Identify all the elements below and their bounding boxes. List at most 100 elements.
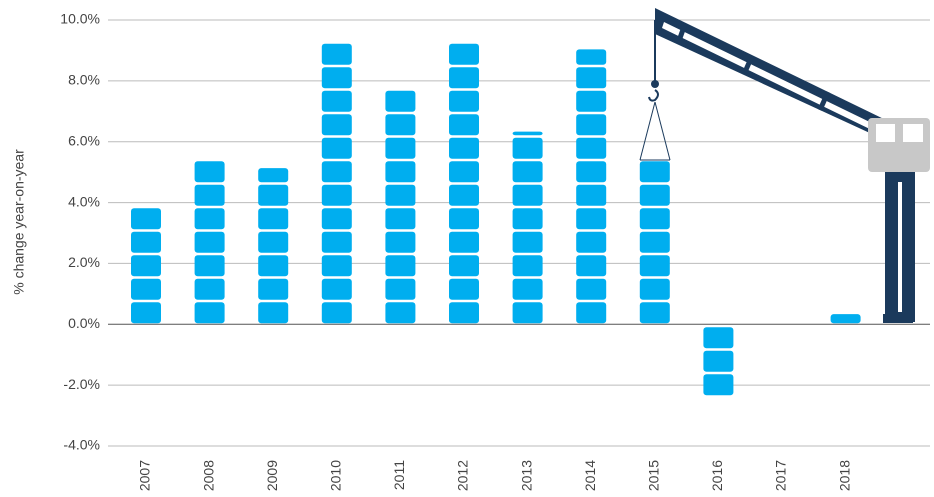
- bar-block: [640, 302, 670, 323]
- bar-block: [703, 374, 733, 395]
- bar-block: [322, 255, 352, 276]
- bar-block: [449, 232, 479, 253]
- bar-block: [576, 185, 606, 206]
- bar-block: [703, 351, 733, 372]
- bar-block: [195, 208, 225, 229]
- x-tick-label: 2008: [200, 460, 216, 491]
- bar-block: [449, 114, 479, 135]
- x-tick-label: 2017: [773, 460, 789, 491]
- bar-block: [513, 138, 543, 159]
- bar-block: [513, 161, 543, 182]
- bar-block: [131, 255, 161, 276]
- bar: [449, 44, 479, 324]
- bar-block: [258, 185, 288, 206]
- bar-block: [640, 185, 670, 206]
- bar-block: [576, 208, 606, 229]
- bar-block: [449, 91, 479, 112]
- bar-block: [576, 232, 606, 253]
- bar-block: [385, 185, 415, 206]
- bar-block: [449, 302, 479, 323]
- bar-block: [322, 67, 352, 88]
- bar: [195, 161, 225, 323]
- bar-block: [385, 255, 415, 276]
- bar-block: [576, 255, 606, 276]
- x-tick-label: 2013: [518, 460, 534, 491]
- bar-block: [513, 279, 543, 300]
- y-tick-label: -4.0%: [63, 437, 100, 453]
- bar-block: [513, 302, 543, 323]
- bar-block: [322, 91, 352, 112]
- x-tick-label: 2007: [137, 460, 153, 491]
- bar-block: [195, 255, 225, 276]
- x-tick-label: 2011: [391, 460, 407, 490]
- y-tick-label: 2.0%: [68, 254, 100, 270]
- bar-block: [513, 208, 543, 229]
- y-tick-label: 8.0%: [68, 72, 100, 88]
- bar-block: [449, 67, 479, 88]
- bar-block: [513, 255, 543, 276]
- bar: [513, 132, 543, 324]
- bar-block: [322, 302, 352, 323]
- bar-block: [449, 255, 479, 276]
- bar: [831, 314, 861, 323]
- bar-block: [385, 302, 415, 323]
- bar: [131, 208, 161, 323]
- bar-block: [449, 279, 479, 300]
- bar-block: [195, 232, 225, 253]
- bar-block: [513, 132, 543, 136]
- bar-block: [576, 49, 606, 64]
- page: {"chart_data": {"type": "bar", "y_label"…: [0, 0, 934, 497]
- bar-block: [195, 302, 225, 323]
- bar: [258, 168, 288, 323]
- bar-block: [131, 279, 161, 300]
- bar: [322, 44, 352, 324]
- bar-block: [385, 91, 415, 112]
- bar-block: [576, 67, 606, 88]
- bar-block: [258, 302, 288, 323]
- bar-block: [258, 168, 288, 182]
- bar-block: [195, 279, 225, 300]
- bar-block: [449, 161, 479, 182]
- bar-block: [385, 138, 415, 159]
- crane: [640, 8, 930, 323]
- bar-block: [576, 114, 606, 135]
- bar-block: [576, 91, 606, 112]
- x-tick-label: 2009: [264, 460, 280, 491]
- bar-block: [576, 138, 606, 159]
- x-tick-label: 2010: [328, 460, 344, 491]
- bar-block: [385, 232, 415, 253]
- bar-block: [258, 208, 288, 229]
- bar-block: [322, 138, 352, 159]
- bar-block: [576, 302, 606, 323]
- bar-block: [385, 161, 415, 182]
- bar-block: [258, 255, 288, 276]
- bar-block: [322, 114, 352, 135]
- bar-block: [322, 232, 352, 253]
- y-tick-label: 10.0%: [60, 11, 100, 27]
- bar-block: [640, 279, 670, 300]
- bar-block: [449, 185, 479, 206]
- bar-block: [322, 161, 352, 182]
- y-tick-label: -2.0%: [63, 376, 100, 392]
- bar-block: [513, 185, 543, 206]
- y-axis-title: % change year-on-year: [11, 149, 27, 295]
- bar-block: [576, 161, 606, 182]
- x-tick-label: 2018: [836, 460, 852, 491]
- bar: [640, 161, 670, 323]
- bar: [703, 327, 733, 395]
- bar-block: [640, 161, 670, 182]
- x-tick-label: 2012: [455, 460, 471, 491]
- bar-block: [195, 185, 225, 206]
- bar-block: [640, 208, 670, 229]
- bar-block: [322, 44, 352, 65]
- bar-block: [576, 279, 606, 300]
- bar-block: [513, 232, 543, 253]
- y-tick-label: 6.0%: [68, 132, 100, 148]
- y-tick-label: 4.0%: [68, 193, 100, 209]
- y-tick-label: 0.0%: [68, 315, 100, 331]
- bar-block: [322, 208, 352, 229]
- x-tick-label: 2016: [709, 460, 725, 491]
- bar-block: [449, 44, 479, 65]
- bar-block: [640, 232, 670, 253]
- bar-block: [258, 279, 288, 300]
